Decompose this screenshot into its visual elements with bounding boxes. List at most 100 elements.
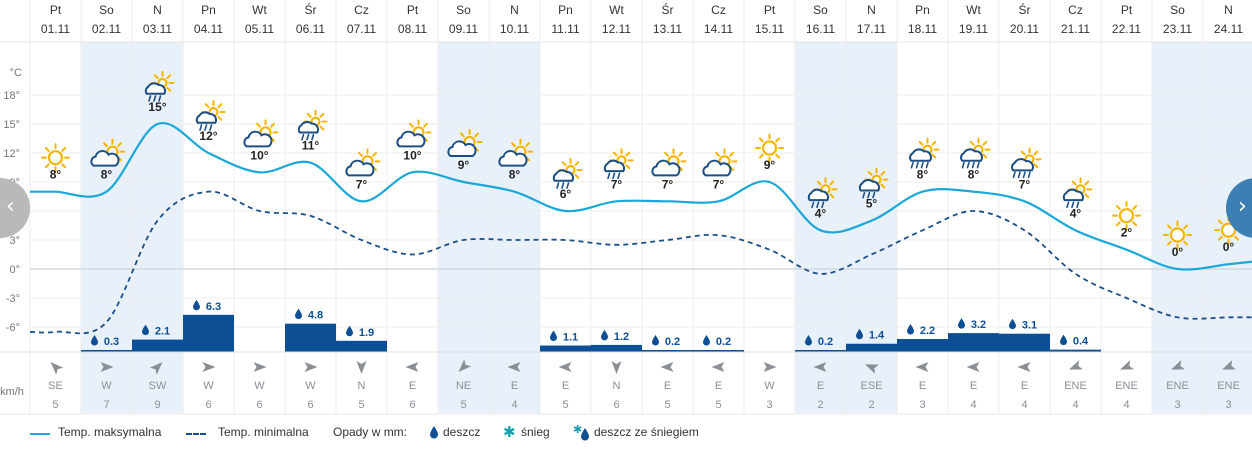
day-date: 17.11: [857, 22, 886, 36]
rain-streak: [1071, 201, 1075, 209]
sun-ray: [829, 180, 835, 186]
wind-direction: E: [511, 380, 518, 392]
day-name: Wt: [252, 3, 267, 17]
legend-max-label: Temp. maksymalna: [58, 425, 162, 439]
precip-value: 4.8: [308, 310, 323, 322]
precip-label-group: 0.2: [652, 335, 680, 348]
raindrop-icon: [550, 330, 557, 342]
day-name: So: [1170, 3, 1185, 17]
wind-speed: 5: [562, 399, 568, 411]
precip-value: 2.2: [920, 325, 935, 337]
sun-cloud-heavy-rain-icon: [909, 137, 940, 169]
temp-label: 6°: [560, 187, 572, 201]
rain-streak: [816, 201, 820, 209]
cloud-shape: [909, 148, 932, 162]
wind-speed: 2: [868, 399, 874, 411]
sun-ray: [678, 151, 683, 157]
raindrop-icon: [703, 335, 710, 346]
sun-cloud-rain-icon: [552, 157, 583, 189]
wind-speed: 4: [970, 399, 976, 411]
wind-arrow-icon: [507, 362, 521, 372]
rain-streak: [617, 172, 621, 180]
sun-ray: [166, 86, 172, 92]
snowflake-small-icon: ✱: [573, 423, 583, 436]
precip-value: 0.2: [818, 336, 833, 348]
sun-ray: [931, 153, 937, 159]
sun-ray: [982, 153, 988, 159]
day-name: Śr: [662, 2, 674, 17]
precip-bar: [999, 333, 1050, 352]
wind-speed: 6: [409, 399, 415, 411]
temp-label: 15°: [148, 100, 166, 114]
sun-ray: [775, 137, 781, 143]
cloud-shape: [498, 150, 528, 167]
temp-label: 2°: [1121, 226, 1133, 240]
raindrop-icon: [193, 299, 200, 311]
day-name: Śr: [305, 2, 317, 17]
temp-label: 8°: [101, 168, 113, 182]
precip-label-group: 4.8: [295, 308, 323, 322]
rain-streak: [556, 182, 560, 189]
wind-arrow-icon: [558, 362, 572, 372]
day-name: Wt: [966, 3, 981, 17]
sun-ray: [460, 132, 465, 138]
precip-value: 0.2: [716, 336, 731, 348]
day-date: 12.11: [602, 22, 631, 36]
wind-arrow-icon: [356, 361, 367, 374]
wind-arrow-icon: [915, 362, 929, 372]
sun-ray: [931, 140, 937, 146]
temp-label: 10°: [250, 148, 268, 162]
rain-streak: [607, 172, 611, 180]
temp-label: 7°: [611, 177, 623, 191]
sun-ray: [625, 151, 631, 157]
precip-bar: [540, 345, 591, 352]
sun-ray: [1234, 235, 1240, 241]
sun-ray: [664, 151, 669, 157]
temp-label: 0°: [1172, 245, 1184, 259]
rain-streak: [204, 124, 208, 131]
day-name: So: [99, 3, 114, 17]
raindrop-icon: [958, 318, 965, 329]
rain-streak: [1022, 171, 1026, 179]
sun-ray: [758, 137, 764, 143]
sun-ray: [1084, 180, 1090, 186]
wind-direction: W: [764, 380, 775, 392]
cloud-shape: [90, 150, 120, 167]
sun-ray: [829, 193, 835, 199]
wind-speed: 6: [613, 399, 619, 411]
precip-label-group: 6.3: [193, 299, 221, 313]
wind-arrow-icon: [660, 362, 674, 372]
precip-label-group: 1.2: [601, 329, 629, 343]
wind-direction: E: [970, 380, 977, 392]
rain-streak: [915, 161, 919, 169]
day-name: Wt: [609, 3, 624, 17]
sun-ray: [1132, 205, 1138, 210]
rain-streak: [966, 161, 970, 169]
day-name: Śr: [1019, 2, 1031, 17]
temp-label: 0°: [1223, 240, 1235, 254]
precip-bar: [795, 350, 846, 352]
sun-ray: [715, 151, 720, 157]
sun-ray: [44, 147, 50, 152]
sun-ray: [625, 164, 631, 170]
y-tick-label: 18°: [3, 90, 20, 102]
sun-ray: [256, 122, 261, 128]
precip-bar: [693, 350, 744, 352]
precip-label-group: 0.2: [805, 335, 833, 348]
cloud-shape: [552, 169, 574, 182]
day-date: 07.11: [347, 22, 376, 36]
wind-direction: ESE: [860, 380, 882, 392]
wind-direction: E: [1021, 380, 1028, 392]
sun-ray: [574, 173, 580, 179]
wind-direction: ENE: [1217, 380, 1240, 392]
cloud-shape: [345, 159, 375, 177]
legend-precip-title: Opady w mm:: [333, 425, 408, 439]
precip-label-group: 1.4: [856, 328, 885, 342]
y-tick-label: 12°: [3, 148, 20, 160]
raindrop-icon: [142, 324, 149, 336]
sun-ray: [372, 151, 377, 157]
wind-arrow-icon: [763, 362, 777, 372]
raindrop-icon: [856, 328, 863, 340]
day-name: Pt: [407, 3, 419, 17]
